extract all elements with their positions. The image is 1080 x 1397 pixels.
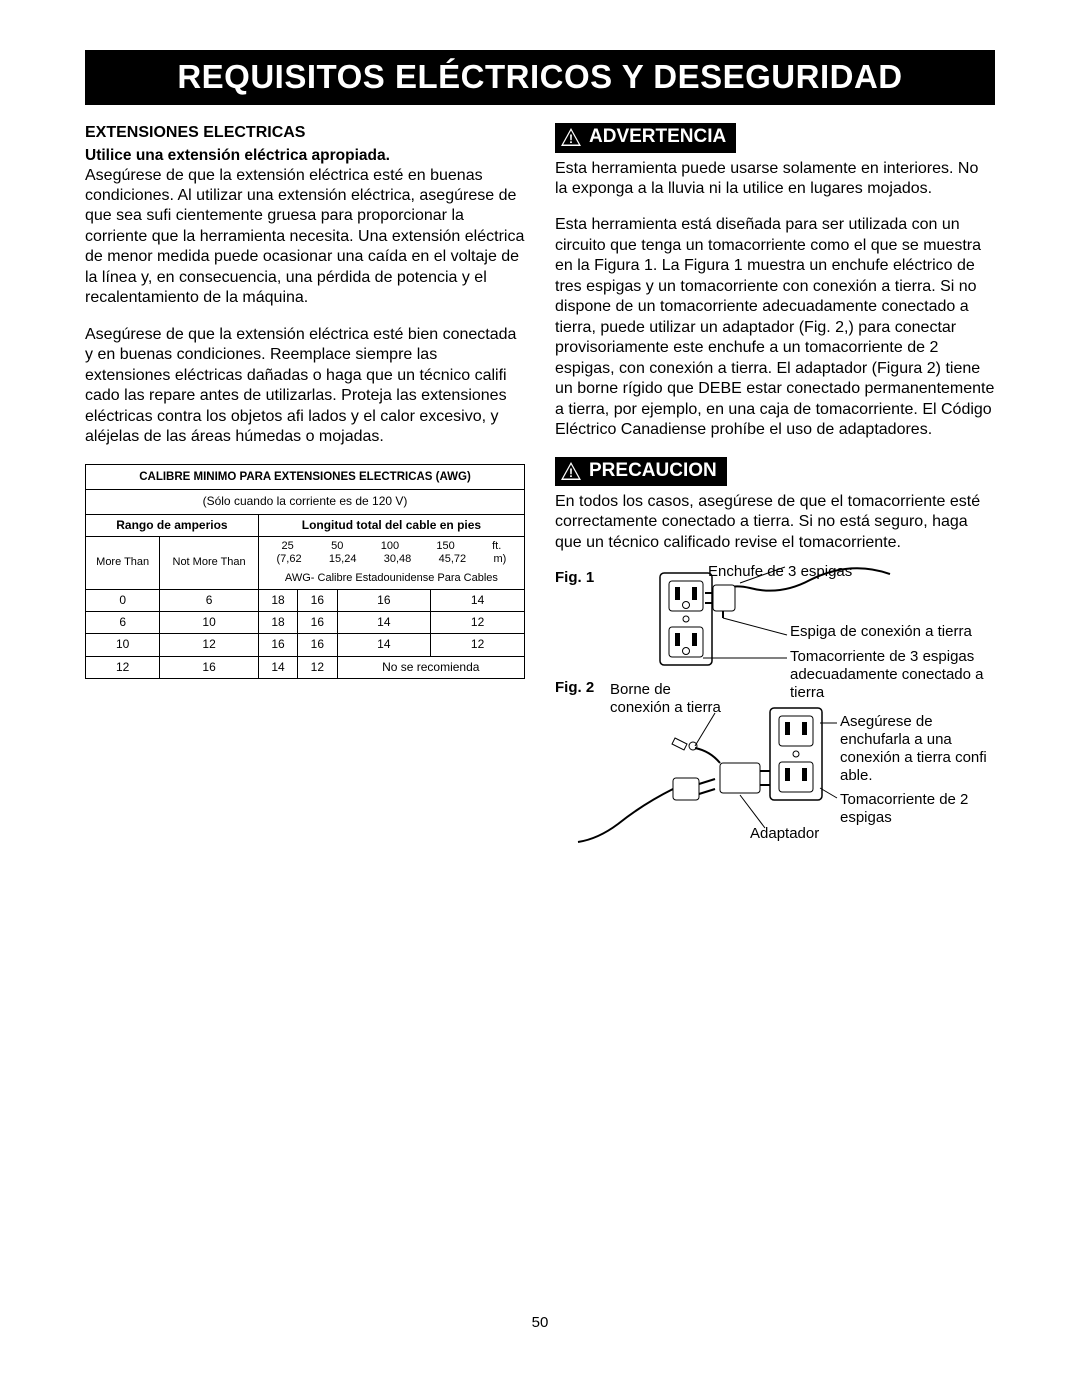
cell: 16 [337, 589, 431, 611]
awg-amp-more: More Than [86, 537, 160, 590]
advertencia-p1: Esta herramienta puede usarse solamente … [555, 159, 995, 200]
svg-text:!: ! [569, 466, 573, 480]
len-ft-0: 25 [282, 540, 294, 553]
awg-table-subtitle: (Sólo cuando la corriente es de 120 V) [86, 490, 525, 514]
cell: 16 [258, 634, 297, 656]
precaucion-p: En todos los casos, asegúrese de que el … [555, 492, 995, 553]
cell: 12 [431, 634, 525, 656]
warning-bar-advertencia: ! ADVERTENCIA [555, 123, 736, 152]
fig2-label-lug: Borne de conexión a tierra [610, 681, 730, 717]
subheading-use-extension: Utilice una extensión eléctrica apropiad… [85, 146, 525, 166]
cell: 6 [86, 611, 160, 633]
fig1-label-outlet: Tomacorriente de 3 espigas adecuadamente… [790, 648, 990, 702]
warning-bar-precaucion: ! PRECAUCION [555, 457, 727, 486]
right-column: ! ADVERTENCIA Esta herramienta puede usa… [555, 123, 995, 883]
len-m-2: 30,48 [384, 553, 412, 566]
cell: 18 [258, 589, 297, 611]
cell: 12 [431, 611, 525, 633]
warning-label-precaucion: PRECAUCION [589, 459, 717, 483]
table-row: 12 16 14 12 No se recomienda [86, 656, 525, 678]
fig2-label-ensure: Asegúrese de enchufarla a una conexión a… [840, 713, 990, 785]
len-m-3: 45,72 [439, 553, 467, 566]
cell: 14 [337, 634, 431, 656]
cell: 14 [431, 589, 525, 611]
cell: 0 [86, 589, 160, 611]
awg-table: CALIBRE MINIMO PARA EXTENSIONES ELECTRIC… [85, 464, 525, 679]
figure-area: Fig. 1 Fig. 2 [555, 563, 995, 883]
cell: 12 [160, 634, 259, 656]
len-m-4: m) [493, 553, 506, 566]
fig1-label-groundpin: Espiga de conexión a tierra [790, 623, 972, 641]
fig2-label-2prong: Tomacorriente de 2 espigas [840, 791, 990, 827]
content-columns: EXTENSIONES ELECTRICAS Utilice una exten… [85, 123, 995, 883]
cell: 10 [86, 634, 160, 656]
cell: 18 [258, 611, 297, 633]
paragraph-ext-1: Asegúrese de que la extensión eléctrica … [85, 166, 525, 309]
len-ft-4: ft. [492, 540, 501, 553]
warning-icon: ! [561, 128, 581, 146]
cell: No se recomienda [337, 656, 524, 678]
len-m-1: 15,24 [329, 553, 357, 566]
awg-amp-notmore: Not More Than [160, 537, 259, 590]
awg-note: AWG- Calibre Estadounidense Para Cables [258, 569, 524, 589]
section-heading-extensiones: EXTENSIONES ELECTRICAS [85, 123, 525, 143]
awg-table-title: CALIBRE MINIMO PARA EXTENSIONES ELECTRIC… [86, 464, 525, 490]
cell: 16 [298, 611, 337, 633]
cell: 12 [86, 656, 160, 678]
cell: 14 [337, 611, 431, 633]
page-title: REQUISITOS ELÉCTRICOS Y DESEGURIDAD [85, 50, 995, 105]
warning-icon: ! [561, 462, 581, 480]
paragraph-ext-2: Asegúrese de que la extensión eléctrica … [85, 325, 525, 448]
awg-amp-header: Rango de amperios [86, 514, 259, 536]
awg-len-labels: 25 50 100 150 ft. (7,62 15,24 30,48 45,7… [258, 537, 524, 570]
fig2-label-adapter: Adaptador [750, 825, 819, 843]
len-m-0: (7,62 [277, 553, 302, 566]
len-ft-2: 100 [381, 540, 399, 553]
warning-label-advertencia: ADVERTENCIA [589, 125, 726, 149]
left-column: EXTENSIONES ELECTRICAS Utilice una exten… [85, 123, 525, 883]
cell: 6 [160, 589, 259, 611]
cell: 10 [160, 611, 259, 633]
len-ft-3: 150 [436, 540, 454, 553]
table-row: 6 10 18 16 14 12 [86, 611, 525, 633]
cell: 14 [258, 656, 297, 678]
len-ft-1: 50 [331, 540, 343, 553]
cell: 12 [298, 656, 337, 678]
awg-len-header: Longitud total del cable en pies [258, 514, 524, 536]
table-row: 0 6 18 16 16 14 [86, 589, 525, 611]
page-number: 50 [85, 1313, 995, 1332]
svg-text:!: ! [569, 132, 573, 146]
cell: 16 [298, 589, 337, 611]
fig1-label-plug: Enchufe de 3 espigas [708, 563, 852, 581]
cell: 16 [298, 634, 337, 656]
table-row: 10 12 16 16 14 12 [86, 634, 525, 656]
advertencia-p2: Esta herramienta está diseñada para ser … [555, 215, 995, 440]
cell: 16 [160, 656, 259, 678]
